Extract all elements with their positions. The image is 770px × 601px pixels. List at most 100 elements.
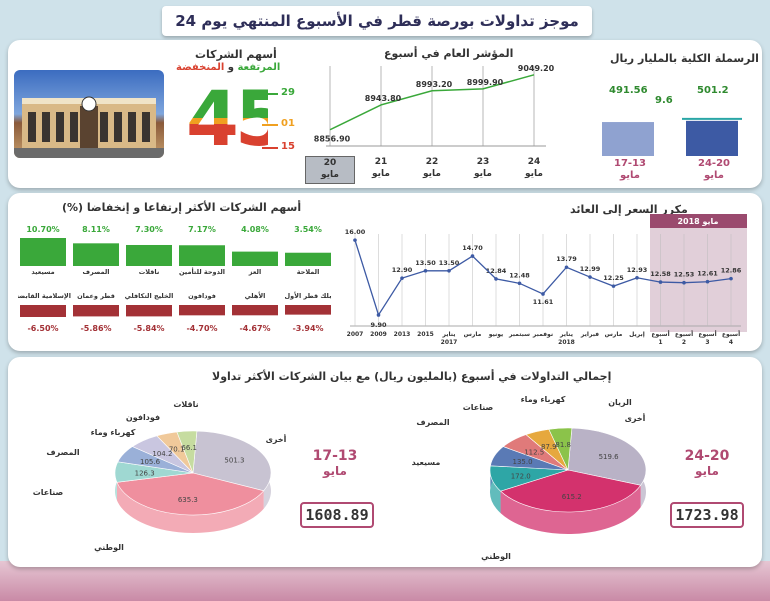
curr-pie-slice — [499, 469, 642, 513]
falling-label: المنخفضة — [176, 62, 225, 73]
curr-pie-slice-side — [490, 465, 501, 514]
index-value-label: 8943.80 — [365, 94, 402, 103]
prev-pie-slice-label: أخرى — [266, 434, 287, 444]
cap-bar — [602, 122, 654, 156]
prev-total: 1608.89 — [300, 502, 374, 528]
movement-title: أسهم الشركات — [195, 48, 277, 61]
pe-value-label: 12.25 — [603, 274, 624, 282]
loser-bar — [285, 305, 331, 315]
pe-chart: مايو 2018 16.00 2007 9.90 2009 12.90 2013 13.5… — [345, 214, 747, 346]
loser-value: -5.86% — [80, 324, 111, 333]
prev-pie-slice-value: 105.6 — [140, 458, 161, 466]
index-value-label: 8856.90 — [314, 135, 351, 144]
prev-pie-slice-label: فودافون — [126, 413, 160, 422]
pe-tick-label: 2 — [682, 339, 686, 346]
curr-pie-slice — [567, 427, 647, 486]
loser-name: بلك قطر الأول — [284, 291, 331, 300]
gainer-name: العز — [248, 268, 261, 276]
pe-value-label: 12.93 — [627, 266, 648, 274]
index-day[interactable]: 23 مايو — [474, 157, 492, 179]
prev-pie-slice-label: كهرباء وماء — [91, 428, 136, 437]
gainer-value: 7.17% — [188, 225, 216, 234]
pe-tick-label: 4 — [729, 339, 733, 346]
cap-curr-label: 24-20 مايو — [698, 158, 730, 181]
prev-pie-slice — [176, 430, 198, 474]
pe-value-label: 12.53 — [674, 271, 695, 279]
loser-name: الأهلي — [245, 291, 266, 300]
loser-bar — [232, 305, 278, 316]
building-photo — [14, 70, 164, 158]
movers-title: أسهم الشركات الأكثر إرتفاعا و إنخفاضا (%… — [62, 201, 302, 214]
pe-value-label: 13.50 — [439, 259, 460, 267]
index-day[interactable]: 24 مايو — [525, 157, 543, 179]
loser-bar — [20, 305, 66, 317]
loser-bar — [73, 305, 119, 317]
prev-pie-slice-label: صناعات — [33, 488, 64, 497]
curr-pie-slice-value: 172.0 — [511, 473, 531, 481]
gainer-bar — [20, 238, 66, 266]
loser-name: فودافون — [188, 292, 216, 300]
pe-badge-bg — [650, 214, 747, 228]
cap-prev-label: 17-13 مايو — [614, 158, 646, 181]
bottom-band — [0, 561, 770, 601]
index-value-label: 8993.20 — [416, 80, 453, 89]
loser-value: -6.50% — [27, 324, 58, 333]
pe-tick-label: أسبوع — [675, 330, 693, 338]
gainer-value: 3.54% — [294, 225, 322, 234]
curr-range: 24-20 مايو — [684, 448, 730, 478]
pe-tick-label: أسبوع — [698, 330, 716, 338]
prev-pie-slice — [116, 472, 265, 516]
curr-pie-slice-value: 519.6 — [599, 453, 620, 461]
pe-tick-label: فبراير — [580, 331, 599, 338]
curr-pie-slice-side — [500, 485, 641, 534]
down-line — [262, 147, 278, 149]
loser-value: -4.70% — [186, 324, 217, 333]
movers-chart: 10.70% مسيعيد 8.11% المصرف 7.30% ناقلات 7.17% ا… — [18, 225, 332, 333]
index-chart: 8856.90 8943.80 8993.20 8999.90 9049.20 — [314, 64, 555, 147]
gainer-name: مسيعيد — [31, 268, 54, 276]
pe-tick-label: 3 — [705, 339, 709, 346]
index-day-selected[interactable]: 20 مايو — [305, 156, 355, 184]
curr-pie-slice-label: كهرباء وماء — [521, 395, 566, 404]
prev-pie-slice — [192, 430, 272, 492]
down-count: 15 — [281, 141, 295, 152]
turnover-charts: 519.6 أخرى 615.2 الوطني 172.0 مسيعيد 135.0 المص… — [33, 395, 647, 561]
up-line — [262, 93, 278, 95]
pe-tick-label: مارس — [605, 331, 623, 338]
pe-value-label: 11.61 — [533, 298, 554, 306]
gainer-name: الدوحة للتأمين — [179, 267, 225, 276]
curr-pie-slice-label: مسيعيد — [412, 458, 441, 467]
gainer-name: المصرف — [82, 268, 109, 276]
gainer-value: 4.08% — [241, 225, 269, 234]
prev-pie-slice-value: 126.3 — [135, 469, 155, 477]
index-line — [329, 74, 535, 131]
gainer-name: الملاحة — [297, 268, 320, 276]
pe-tick-label: نوفمبر — [532, 331, 553, 338]
building-illustration — [14, 96, 164, 158]
pe-tick-label: 2013 — [394, 331, 411, 338]
gainer-bar — [285, 252, 331, 266]
index-day[interactable]: 21 مايو — [372, 157, 390, 179]
index-day[interactable]: 22 مايو — [423, 157, 441, 179]
pe-tick-label: يناير — [442, 331, 456, 338]
loser-name: الخليج التكافلي — [125, 292, 174, 300]
pe-value-label: 13.50 — [415, 259, 436, 267]
loser-name: الإسلامية القابضة — [18, 292, 71, 300]
gainer-bar — [126, 244, 172, 266]
curr-pie-slice-value: 81.8 — [555, 441, 571, 449]
curr-pie-slice-value: 135.0 — [512, 458, 532, 466]
pe-tick-label: مارس — [464, 331, 482, 338]
rising-label: المرتفعة — [237, 62, 281, 73]
curr-pie-slice-label: أخرى — [625, 413, 646, 423]
movers-pe-panel — [8, 193, 762, 351]
loser-bar — [126, 305, 172, 317]
pe-title: مكرر السعر إلى العائد — [570, 203, 688, 216]
pe-tick-label: سبتمبر — [508, 331, 530, 338]
pe-tick-label: 2007 — [347, 331, 364, 338]
pe-badge: مايو 2018 — [677, 217, 718, 226]
prev-pie-slice-value: 70.1 — [169, 445, 185, 453]
pe-tick-label: 2009 — [370, 331, 387, 338]
prev-pie-slice-value: 501.3 — [224, 457, 244, 465]
cap-prev-value: 491.56 — [609, 85, 648, 96]
unchanged-count: 01 — [281, 118, 295, 129]
